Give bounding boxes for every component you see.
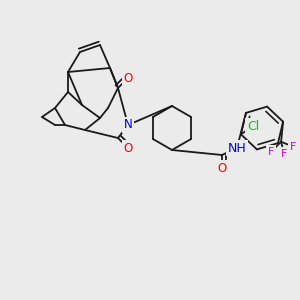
Text: F: F [268,147,274,157]
Text: F: F [290,142,296,152]
Text: F: F [281,149,287,159]
Text: O: O [218,161,226,175]
Text: O: O [123,142,133,154]
Text: N: N [124,118,132,131]
Text: Cl: Cl [247,120,259,133]
Text: NH: NH [228,142,246,154]
Text: O: O [123,71,133,85]
